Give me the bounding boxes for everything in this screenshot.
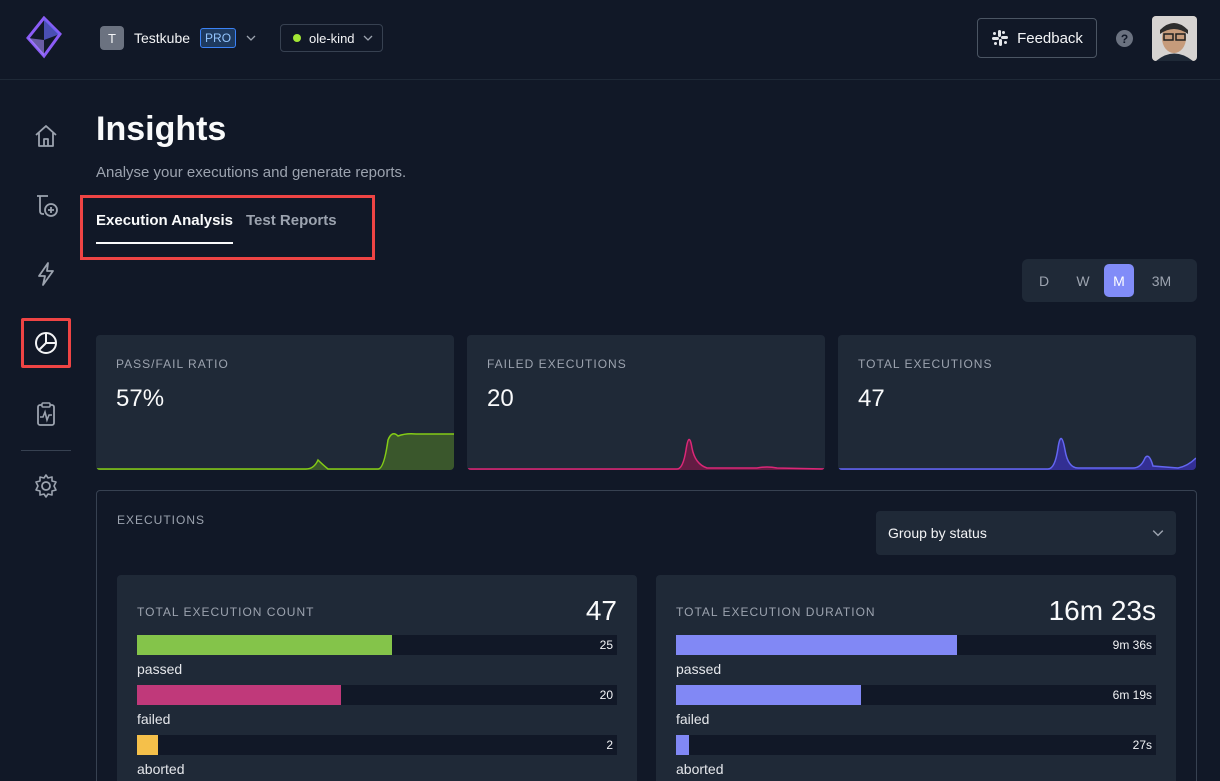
- org-name: Testkube: [134, 30, 191, 46]
- bar-value: 27s: [1132, 738, 1152, 752]
- sidebar-item-tests[interactable]: [21, 180, 71, 230]
- sidebar: [0, 81, 92, 781]
- bar-fill: [137, 735, 158, 755]
- card-total: 47: [585, 595, 617, 626]
- feedback-label: Feedback: [1017, 29, 1083, 47]
- group-by-select[interactable]: Group by status: [876, 511, 1176, 555]
- card-total: 16m 23s: [1048, 595, 1156, 626]
- executions-label: EXECUTIONS: [117, 513, 206, 527]
- metric-label: PASS/FAIL RATIO: [116, 357, 229, 371]
- bar-row: 9m 36s: [676, 635, 1156, 655]
- metric-value: 20: [487, 385, 514, 412]
- bar-label: aborted: [137, 761, 185, 777]
- org-avatar: T: [100, 26, 124, 50]
- period-selector: D W M 3M: [1022, 259, 1197, 302]
- user-photo-icon: [1152, 16, 1197, 61]
- sidebar-item-triggers[interactable]: [21, 249, 71, 299]
- sidebar-divider: [21, 450, 71, 451]
- clipboard-chart-icon: [37, 402, 55, 426]
- tab-execution-analysis[interactable]: Execution Analysis: [96, 212, 233, 244]
- sidebar-item-insights[interactable]: [21, 318, 71, 368]
- chevron-down-icon: [363, 35, 372, 41]
- bar-row: 25: [137, 635, 617, 655]
- page-subtitle: Analyse your executions and generate rep…: [96, 164, 407, 181]
- feedback-button[interactable]: Feedback: [977, 18, 1097, 58]
- bar-row: 6m 19s: [676, 685, 1156, 705]
- period-3month-button[interactable]: 3M: [1151, 272, 1172, 289]
- tab-test-reports[interactable]: Test Reports: [246, 212, 337, 229]
- bar-fill: [676, 685, 862, 705]
- lightning-icon: [38, 262, 54, 286]
- org-switcher[interactable]: T Testkube PRO: [100, 26, 256, 50]
- metric-value: 57%: [116, 385, 165, 412]
- home-icon: [35, 125, 57, 147]
- sidebar-item-settings[interactable]: [21, 461, 71, 511]
- slack-icon: [992, 30, 1009, 46]
- execution-duration-card: TOTAL EXECUTION DURATION 16m 23s 9m 36s …: [656, 575, 1176, 781]
- period-month-button[interactable]: M: [1104, 264, 1134, 297]
- chevron-down-icon: [1152, 530, 1164, 537]
- metric-card-total-executions[interactable]: TOTAL EXECUTIONS 47: [838, 335, 1196, 470]
- card-title: TOTAL EXECUTION COUNT: [137, 605, 315, 619]
- bar-fill: [676, 635, 958, 655]
- period-day-button[interactable]: D: [1038, 272, 1050, 289]
- page-title: Insights: [96, 110, 227, 148]
- bar-value: 2: [606, 738, 613, 752]
- bar-fill: [676, 735, 689, 755]
- bar-fill: [137, 685, 342, 705]
- metric-card-pass-fail-ratio[interactable]: PASS/FAIL RATIO 57%: [96, 335, 454, 470]
- environment-name: ole-kind: [309, 30, 355, 46]
- group-by-value: Group by status: [888, 525, 987, 541]
- environment-select[interactable]: ole-kind: [280, 24, 383, 52]
- pie-chart-icon: [35, 332, 57, 354]
- user-avatar[interactable]: [1152, 16, 1197, 61]
- chevron-down-icon: [246, 35, 256, 41]
- bar-label: failed: [137, 711, 171, 727]
- bar-value: 25: [599, 638, 613, 652]
- tabs-highlight: [80, 195, 375, 260]
- sidebar-item-home[interactable]: [21, 111, 71, 161]
- gear-icon: [35, 474, 57, 498]
- bar-label: passed: [676, 661, 722, 677]
- failed-executions-sparkline: [467, 438, 825, 470]
- add-test-icon: [37, 195, 58, 217]
- bar-row: 2: [137, 735, 617, 755]
- testkube-logo-icon[interactable]: [24, 16, 64, 60]
- card-title: TOTAL EXECUTION DURATION: [676, 605, 876, 619]
- execution-count-card: TOTAL EXECUTION COUNT 47 25 passed 20 fa…: [117, 575, 637, 781]
- bar-label: passed: [137, 661, 183, 677]
- bar-value: 9m 36s: [1112, 638, 1152, 652]
- top-bar: T Testkube PRO ole-kind Feedback ?: [0, 0, 1220, 80]
- bar-row: 27s: [676, 735, 1156, 755]
- metric-label: FAILED EXECUTIONS: [487, 357, 627, 371]
- bar-label: failed: [676, 711, 710, 727]
- bar-row: 20: [137, 685, 617, 705]
- help-icon[interactable]: ?: [1116, 30, 1133, 47]
- total-executions-sparkline: [838, 437, 1196, 470]
- bar-value: 6m 19s: [1112, 688, 1152, 702]
- status-dot-icon: [293, 34, 301, 42]
- executions-panel: EXECUTIONS Group by status TOTAL EXECUTI…: [96, 490, 1197, 781]
- bar-fill: [137, 635, 393, 655]
- plan-badge: PRO: [200, 28, 237, 48]
- pass-fail-sparkline: [96, 433, 454, 470]
- metric-card-failed-executions[interactable]: FAILED EXECUTIONS 20: [467, 335, 825, 470]
- metric-value: 47: [858, 385, 885, 412]
- metric-label: TOTAL EXECUTIONS: [858, 357, 993, 371]
- sidebar-item-reports[interactable]: [21, 389, 71, 439]
- bar-label: aborted: [676, 761, 724, 777]
- period-week-button[interactable]: W: [1076, 272, 1090, 289]
- bar-value: 20: [599, 688, 613, 702]
